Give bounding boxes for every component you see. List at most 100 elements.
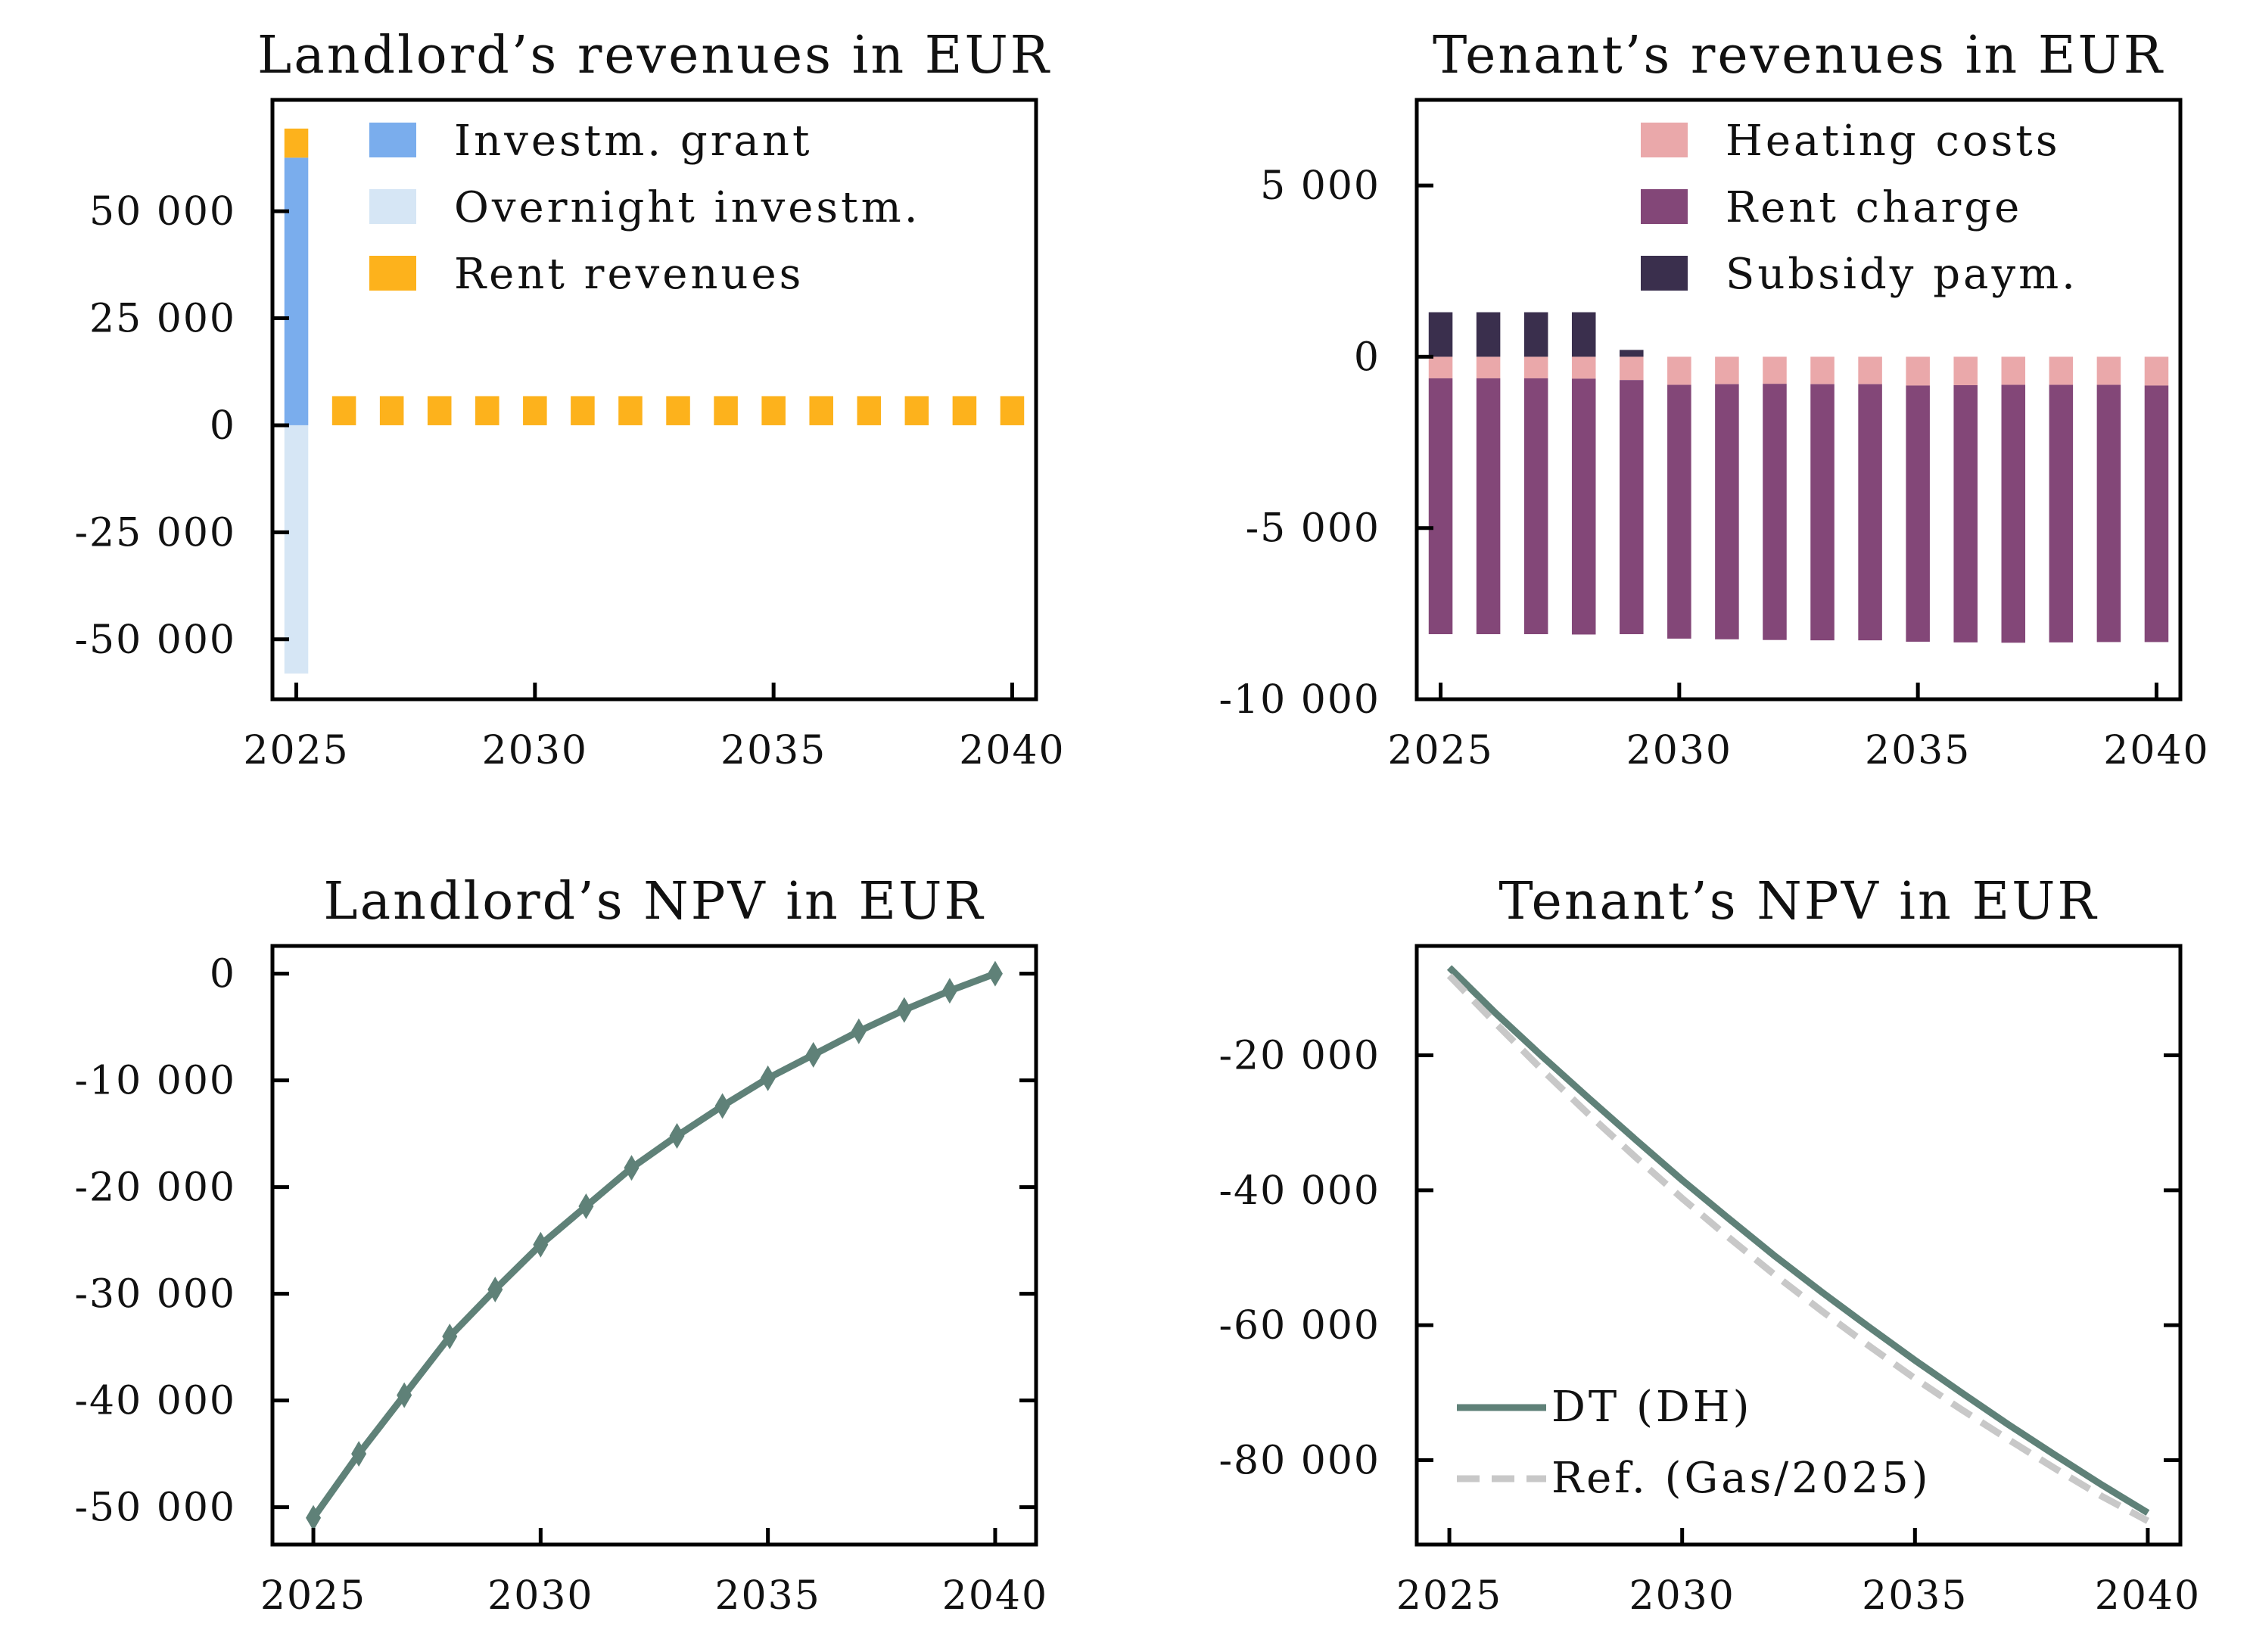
bar <box>1763 356 1787 384</box>
x-tick-label: 2030 <box>482 728 588 773</box>
bar <box>2049 356 2074 385</box>
panel-3: Landlord’s NPV in EUR 2025 2030 2035 2040 0 -1… <box>74 872 1048 1619</box>
bar <box>1858 356 1882 384</box>
data-point <box>442 1324 458 1350</box>
data-point <box>896 997 912 1023</box>
legend: DT (DH) Ref. (Gas/2025) <box>1457 1383 1931 1503</box>
bar <box>2001 384 2026 643</box>
x-tick-label: 2030 <box>1626 728 1732 773</box>
bar <box>284 157 309 425</box>
bar <box>1523 378 1548 635</box>
legend-label: Overnight investm. <box>454 183 921 232</box>
legend-label: Investm. grant <box>454 117 812 166</box>
panel-2: Tenant’s revenues in EUR 2025 2030 2035 2040… <box>1218 26 2208 773</box>
legend-label: Rent charge <box>1726 183 2022 232</box>
y-tick-label: -50 000 <box>74 1486 236 1531</box>
bar <box>571 396 595 425</box>
y-tick-label: -25 000 <box>74 510 236 555</box>
panel-1: Landlord’s revenues in EUR 2025 2030 2035 20… <box>74 26 1063 773</box>
bar <box>904 396 929 425</box>
bar <box>1906 356 1930 386</box>
data-point <box>397 1382 412 1408</box>
bar <box>1000 396 1025 425</box>
legend-swatch <box>369 189 416 224</box>
series-line-0 <box>1446 965 2150 1516</box>
legend-label: Rent revenues <box>454 250 804 299</box>
y-tick-label: -50 000 <box>74 618 236 663</box>
plot-frame <box>1414 98 2183 702</box>
x-tick-label: 2025 <box>1396 1573 1502 1619</box>
legend-swatch <box>1641 189 1688 224</box>
legend-swatch <box>1641 123 1688 157</box>
bar <box>284 128 309 158</box>
legend: Investm. grant Overnight investm. Rent rev… <box>369 117 921 299</box>
legend-label: DT (DH) <box>1551 1383 1752 1432</box>
bar <box>1953 356 1978 385</box>
bar <box>1476 356 1501 378</box>
bar-series-0 <box>284 157 309 425</box>
plot-frame <box>270 944 1038 1547</box>
bar <box>2049 384 2074 642</box>
data-point <box>987 960 1003 987</box>
bar <box>2144 356 2169 386</box>
y-tick-label: -5 000 <box>1246 506 1380 552</box>
x-tick-label: 2035 <box>1865 728 1971 773</box>
bar <box>2096 356 2121 385</box>
bar <box>1571 378 1596 635</box>
bar <box>1810 384 1835 641</box>
x-tick-label: 2040 <box>2095 1573 2201 1619</box>
y-tick-label: -10 000 <box>1218 677 1380 723</box>
legend-label: Subsidy paym. <box>1726 250 2078 299</box>
bar <box>1858 384 1882 641</box>
bar <box>761 396 786 425</box>
data-point <box>533 1231 549 1258</box>
bar <box>427 396 452 425</box>
x-tick-label: 2025 <box>1387 728 1493 773</box>
bar-series-0 <box>1428 356 2169 386</box>
data-point <box>351 1441 367 1467</box>
legend-label: Heating costs <box>1726 117 2061 166</box>
legend-swatch <box>369 256 416 291</box>
bar <box>284 425 309 674</box>
bar <box>475 396 499 425</box>
data-point <box>487 1277 503 1303</box>
panel-4: Tenant’s NPV in EUR 2025 2030 2035 2040 -20 0… <box>1218 872 2201 1619</box>
plot-frame <box>1414 944 2183 1547</box>
bar <box>1476 312 1501 357</box>
bar <box>857 396 882 425</box>
bar <box>618 396 643 425</box>
bar <box>1428 312 1453 357</box>
data-point <box>805 1041 821 1068</box>
bar <box>1715 356 1739 384</box>
plot-frame <box>270 98 1038 702</box>
y-tick-label: 5 000 <box>1260 163 1380 209</box>
bar <box>952 396 977 425</box>
y-tick-label: -10 000 <box>74 1059 236 1104</box>
y-tick-label: -20 000 <box>74 1165 236 1211</box>
data-point <box>851 1018 867 1044</box>
bar <box>1667 356 1691 385</box>
legend-label: Ref. (Gas/2025) <box>1551 1454 1931 1503</box>
bar <box>2144 385 2169 642</box>
data-point <box>714 1093 730 1119</box>
bar <box>1428 356 1453 378</box>
chart-title: Landlord’s NPV in EUR <box>323 872 985 932</box>
y-tick-label: 0 <box>1354 334 1380 380</box>
chart-title: Tenant’s NPV in EUR <box>1498 872 2098 932</box>
bar-series-1 <box>284 425 309 674</box>
bar <box>1428 378 1453 635</box>
bar-series-1 <box>1428 378 2169 643</box>
y-tick-label: 0 <box>210 403 236 449</box>
legend: Heating costs Rent charge Subsidy paym. <box>1641 117 2078 299</box>
bar <box>1953 384 1978 642</box>
y-tick-label: 0 <box>210 952 236 997</box>
x-tick-label: 2040 <box>942 1573 1048 1619</box>
y-tick-label: -40 000 <box>1218 1168 1380 1214</box>
y-tick-label: -60 000 <box>1218 1303 1380 1349</box>
bar <box>2096 384 2121 642</box>
y-tick-label: 50 000 <box>89 189 236 235</box>
bar <box>1620 380 1644 635</box>
bar-series-2 <box>284 128 1025 425</box>
bar <box>1571 312 1596 357</box>
